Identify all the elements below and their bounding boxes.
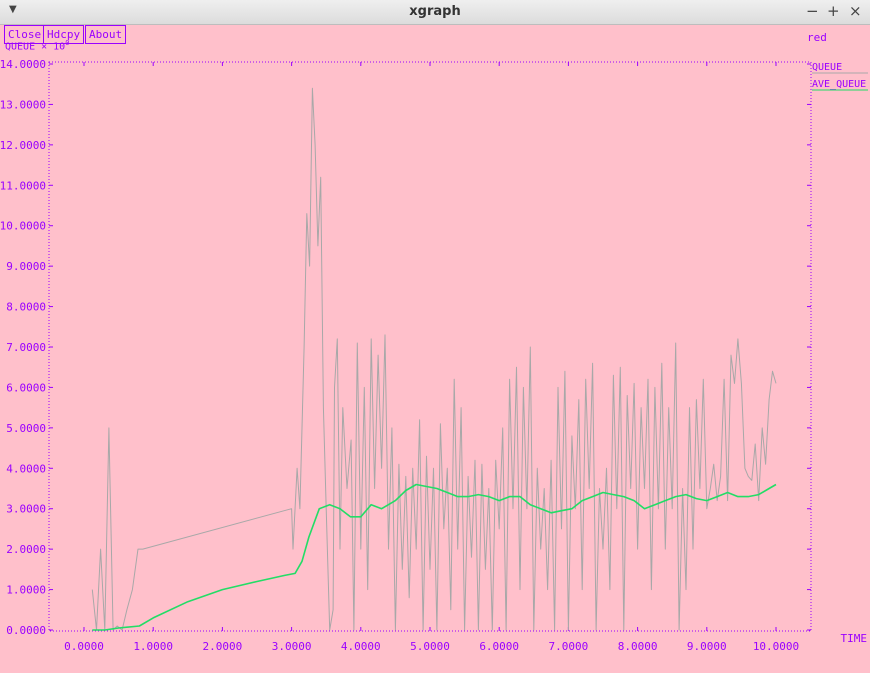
window-titlebar[interactable]: ▼ xgraph − + × (0, 0, 870, 25)
y-tick-label: 7.0000 (6, 341, 46, 354)
x-tick-label: 3.0000 (272, 640, 312, 653)
y-tick-label: 1.0000 (6, 584, 46, 597)
x-tick-label: 8.0000 (618, 640, 658, 653)
y-tick-label: 6.0000 (6, 381, 46, 394)
y-tick-label: 11.0000 (0, 179, 46, 192)
x-tick-label: 0.0000 (64, 640, 104, 653)
y-tick-label: 14.0000 (0, 58, 46, 71)
minimize-icon[interactable]: − (806, 2, 819, 20)
close-button[interactable]: Close (4, 25, 46, 44)
legend-label-ave_queue: AVE_QUEUE (812, 79, 866, 90)
x-tick-label: 2.0000 (203, 640, 243, 653)
window-title: xgraph (409, 4, 461, 19)
x-tick-label: 6.0000 (479, 640, 519, 653)
x-tick-label: 10.0000 (753, 640, 799, 653)
y-tick-label: 3.0000 (6, 503, 46, 516)
y-tick-label: 10.0000 (0, 220, 46, 233)
x-tick-label: 7.0000 (549, 640, 589, 653)
plot-svg: 0.0000 1.0000 2.0000 3.0000 4.0000 5.0000 6.00… (0, 58, 868, 653)
maximize-icon[interactable]: + (827, 2, 840, 20)
y-tick-label: 4.0000 (6, 462, 46, 475)
hdcpy-button[interactable]: Hdcpy (43, 25, 85, 44)
x-tick-label: 9.0000 (687, 640, 727, 653)
y-tick-label: 5.0000 (6, 422, 46, 435)
x-tick-label: 5.0000 (410, 640, 450, 653)
y-unit-label: QUEUE × 100 (5, 39, 70, 53)
legend-label-queue: QUEUE (812, 62, 842, 73)
series-line-queue (91, 87, 777, 631)
y-tick-label: 9.0000 (6, 260, 46, 273)
window-menu-icon[interactable]: ▼ (9, 4, 17, 15)
y-tick-label: 0.0000 (6, 624, 46, 637)
y-tick-label: 13.0000 (0, 98, 46, 111)
set-name-label: red (807, 31, 827, 44)
plot-frame (48, 61, 812, 632)
close-window-icon[interactable]: × (849, 2, 862, 20)
y-tick-label: 8.0000 (6, 301, 46, 314)
xgraph-canvas-area: Close Hdcpy About red QUEUE × 100 0.0000… (0, 25, 870, 673)
about-button[interactable]: About (85, 25, 127, 44)
series-line-ave_queue (92, 483, 777, 631)
x-tick-label: 1.0000 (133, 640, 173, 653)
y-tick-label: 2.0000 (6, 543, 46, 556)
y-tick-label: 12.0000 (0, 139, 46, 152)
x-axis-label: TIME (841, 632, 868, 645)
x-tick-label: 4.0000 (341, 640, 381, 653)
